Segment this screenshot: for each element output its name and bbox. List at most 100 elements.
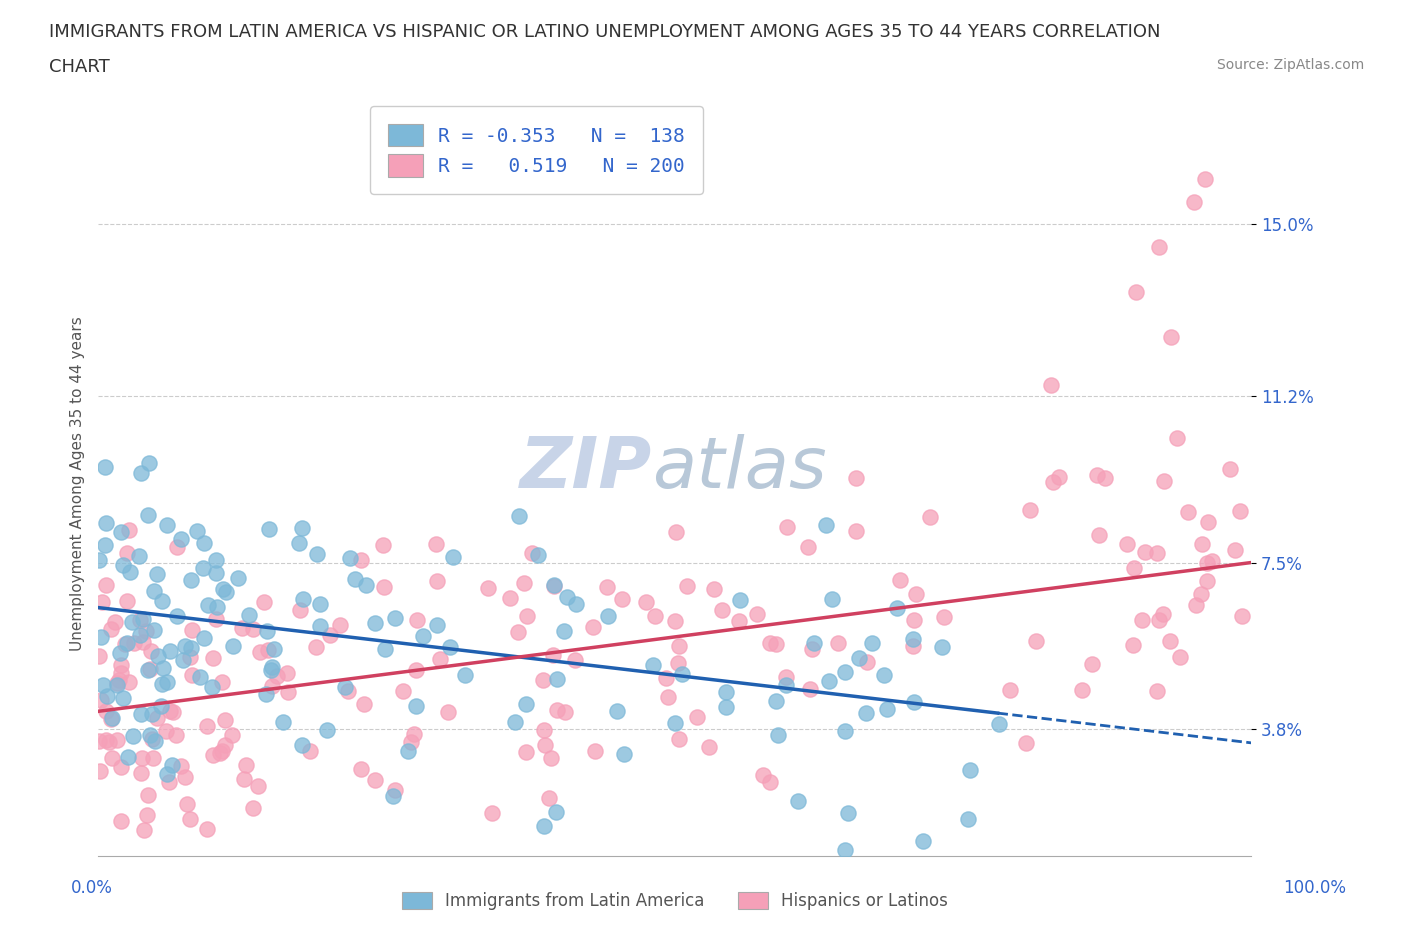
Point xyxy=(845,524,868,538)
Point xyxy=(1081,656,1104,671)
Point xyxy=(111,690,134,705)
Point xyxy=(288,536,311,551)
Point xyxy=(766,727,789,742)
Point xyxy=(439,640,461,655)
Point xyxy=(546,702,568,717)
Point xyxy=(110,760,132,775)
Point xyxy=(110,665,132,680)
Point xyxy=(508,625,530,640)
Point xyxy=(201,680,224,695)
Point xyxy=(1025,633,1047,648)
Point xyxy=(105,678,128,693)
Point xyxy=(1160,329,1182,344)
Point xyxy=(759,636,782,651)
Point xyxy=(765,637,787,652)
Point xyxy=(1147,612,1170,627)
Point xyxy=(384,611,406,626)
Point xyxy=(193,631,215,645)
Point xyxy=(136,788,159,803)
Point xyxy=(1088,527,1111,542)
Point xyxy=(114,636,136,651)
Point xyxy=(855,706,877,721)
Point xyxy=(1194,172,1216,187)
Point xyxy=(412,629,434,644)
Point xyxy=(1042,474,1064,489)
Point xyxy=(156,518,179,533)
Point xyxy=(256,624,278,639)
Point xyxy=(276,665,298,680)
Point xyxy=(205,565,228,580)
Point xyxy=(728,614,751,629)
Point xyxy=(426,573,449,588)
Y-axis label: Unemployment Among Ages 35 to 44 years: Unemployment Among Ages 35 to 44 years xyxy=(69,316,84,651)
Point xyxy=(1132,613,1154,628)
Point xyxy=(436,705,458,720)
Point xyxy=(290,737,312,752)
Point xyxy=(138,727,160,742)
Point xyxy=(426,618,449,632)
Point xyxy=(195,719,218,734)
Point xyxy=(752,767,775,782)
Text: 0.0%: 0.0% xyxy=(70,879,112,897)
Point xyxy=(508,509,530,524)
Point xyxy=(159,703,181,718)
Point xyxy=(1085,468,1108,483)
Point xyxy=(396,744,419,759)
Point xyxy=(546,804,568,819)
Point xyxy=(270,870,292,885)
Point xyxy=(110,525,132,539)
Point xyxy=(159,644,181,658)
Point xyxy=(1146,684,1168,698)
Point xyxy=(531,672,554,687)
Point xyxy=(96,688,118,703)
Point xyxy=(131,706,153,721)
Point xyxy=(775,520,797,535)
Point xyxy=(745,606,768,621)
Point xyxy=(233,772,256,787)
Point xyxy=(221,728,243,743)
Point xyxy=(554,704,576,719)
Point xyxy=(121,615,143,630)
Point xyxy=(166,608,188,623)
Point xyxy=(1177,504,1199,519)
Point xyxy=(901,638,924,653)
Point xyxy=(298,744,321,759)
Point xyxy=(405,662,427,677)
Point xyxy=(150,593,173,608)
Point xyxy=(262,659,284,674)
Point xyxy=(215,585,238,600)
Point xyxy=(668,656,690,671)
Point xyxy=(818,674,841,689)
Point xyxy=(515,697,537,711)
Point xyxy=(101,751,124,765)
Point xyxy=(89,764,111,778)
Point xyxy=(201,748,224,763)
Point xyxy=(179,811,201,826)
Point xyxy=(596,608,619,623)
Point xyxy=(156,766,179,781)
Point xyxy=(1159,633,1181,648)
Point xyxy=(1125,285,1147,299)
Point xyxy=(180,623,202,638)
Point xyxy=(699,739,721,754)
Point xyxy=(238,607,260,622)
Point xyxy=(799,682,821,697)
Point xyxy=(134,822,156,837)
Point xyxy=(404,726,426,741)
Point xyxy=(610,592,633,607)
Point xyxy=(143,622,166,637)
Point xyxy=(100,621,122,636)
Point xyxy=(262,678,284,693)
Point xyxy=(176,797,198,812)
Point xyxy=(315,723,337,737)
Point xyxy=(90,630,112,644)
Point xyxy=(912,833,935,848)
Point xyxy=(108,645,131,660)
Point xyxy=(291,591,314,606)
Point xyxy=(93,677,115,692)
Point xyxy=(959,763,981,777)
Point xyxy=(150,676,173,691)
Point xyxy=(441,550,464,565)
Point xyxy=(231,620,253,635)
Point xyxy=(266,669,288,684)
